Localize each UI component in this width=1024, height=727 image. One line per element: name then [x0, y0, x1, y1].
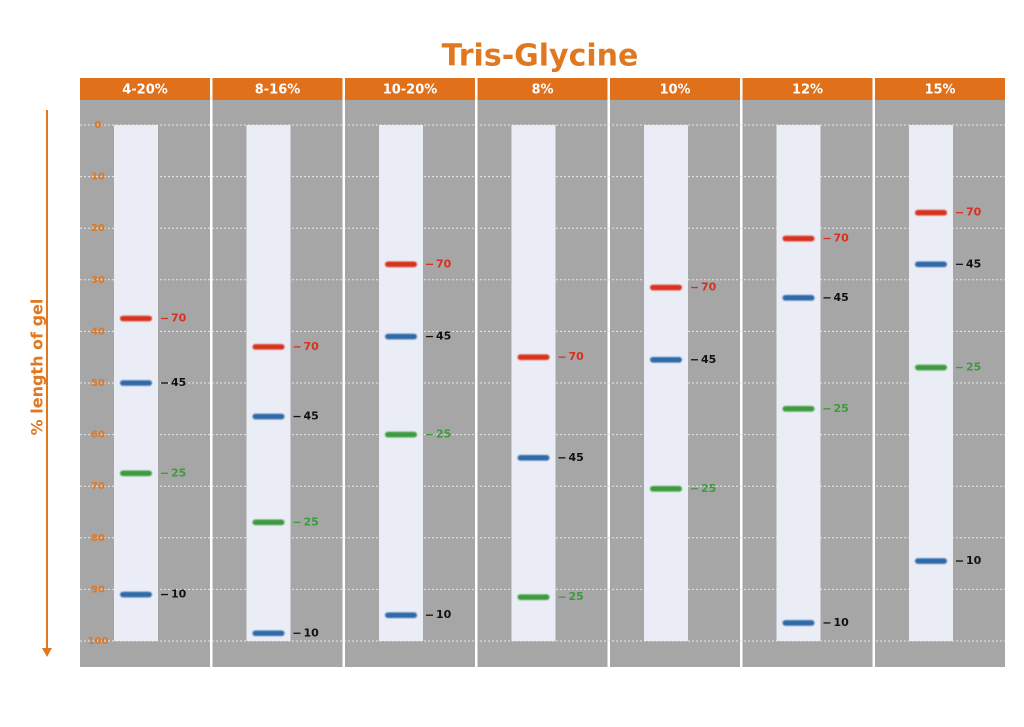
band-label: 45 [304, 410, 319, 423]
band [915, 364, 947, 371]
y-tick-label: 80 [91, 533, 105, 544]
band [650, 485, 682, 492]
band [782, 235, 815, 242]
column-header [742, 78, 873, 100]
column-header [80, 78, 210, 100]
y-tick-label: 100 [88, 636, 109, 647]
y-axis-label: % length of gel [28, 299, 47, 436]
band-label: 10 [436, 608, 452, 621]
lane [776, 125, 821, 641]
band-label: 25 [966, 361, 981, 374]
band [252, 413, 285, 420]
band-label: 45 [966, 257, 981, 270]
y-tick-label: 20 [91, 223, 105, 234]
column-label: 8-16% [255, 83, 301, 98]
band [915, 261, 947, 268]
y-tick-label: 50 [91, 378, 105, 389]
band-label: 45 [436, 330, 451, 343]
band [650, 284, 682, 291]
band [385, 612, 417, 618]
band-label: 10 [834, 616, 850, 629]
y-tick-label: 60 [91, 430, 105, 441]
y-tick-label: 40 [91, 326, 105, 337]
y-tick-label: 10 [91, 172, 105, 183]
band-label: 25 [171, 466, 186, 479]
band [650, 356, 682, 363]
band-label: 10 [304, 626, 320, 639]
band [517, 354, 550, 360]
band [915, 558, 947, 564]
band-label: 70 [436, 257, 452, 270]
band-label: 70 [966, 206, 982, 219]
column-label: 4-20% [122, 83, 168, 98]
band [385, 431, 417, 438]
column-label: 15% [924, 83, 955, 98]
column-header [610, 78, 740, 100]
band [120, 470, 152, 477]
band [120, 380, 152, 386]
band [385, 261, 417, 268]
band-label: 45 [171, 376, 186, 389]
band [120, 315, 152, 322]
band [517, 455, 550, 461]
column-label: 8% [531, 83, 553, 98]
column-header [212, 78, 343, 100]
chart-title: Tris-Glycine [442, 39, 639, 74]
band-label: 25 [701, 482, 716, 495]
band-label: 70 [304, 340, 320, 353]
band-label: 45 [701, 353, 716, 366]
band-label: 70 [834, 232, 850, 245]
band-label: 70 [171, 312, 187, 325]
band-label: 70 [569, 350, 585, 363]
band [782, 295, 815, 301]
lane [644, 125, 688, 641]
band [782, 406, 815, 412]
band-label: 25 [304, 515, 319, 528]
column-header [477, 78, 608, 100]
band [915, 209, 947, 216]
band [517, 594, 550, 600]
band [385, 333, 417, 340]
band-label: 25 [436, 428, 451, 441]
y-axis-arrowhead [42, 648, 52, 657]
lane [379, 125, 423, 641]
band-label: 10 [171, 588, 187, 601]
band [252, 344, 285, 350]
column-label: 10% [659, 83, 690, 98]
column-header [345, 78, 475, 100]
band-label: 25 [834, 402, 849, 415]
band-label: 10 [966, 554, 982, 567]
column-label: 12% [792, 83, 823, 98]
y-tick-label: 0 [95, 120, 102, 131]
y-tick-label: 70 [91, 481, 105, 492]
band-label: 45 [569, 451, 584, 464]
band [252, 630, 285, 637]
band-label: 70 [701, 281, 717, 294]
column-label: 10-20% [383, 83, 438, 98]
lane [511, 125, 556, 641]
y-tick-label: 90 [91, 584, 105, 595]
band [782, 620, 815, 626]
column-header [875, 78, 1005, 100]
band-label: 45 [834, 291, 849, 304]
band [120, 591, 152, 598]
lane [246, 125, 291, 641]
y-tick-label: 30 [91, 275, 105, 286]
band [252, 519, 285, 526]
band-label: 25 [569, 590, 584, 603]
